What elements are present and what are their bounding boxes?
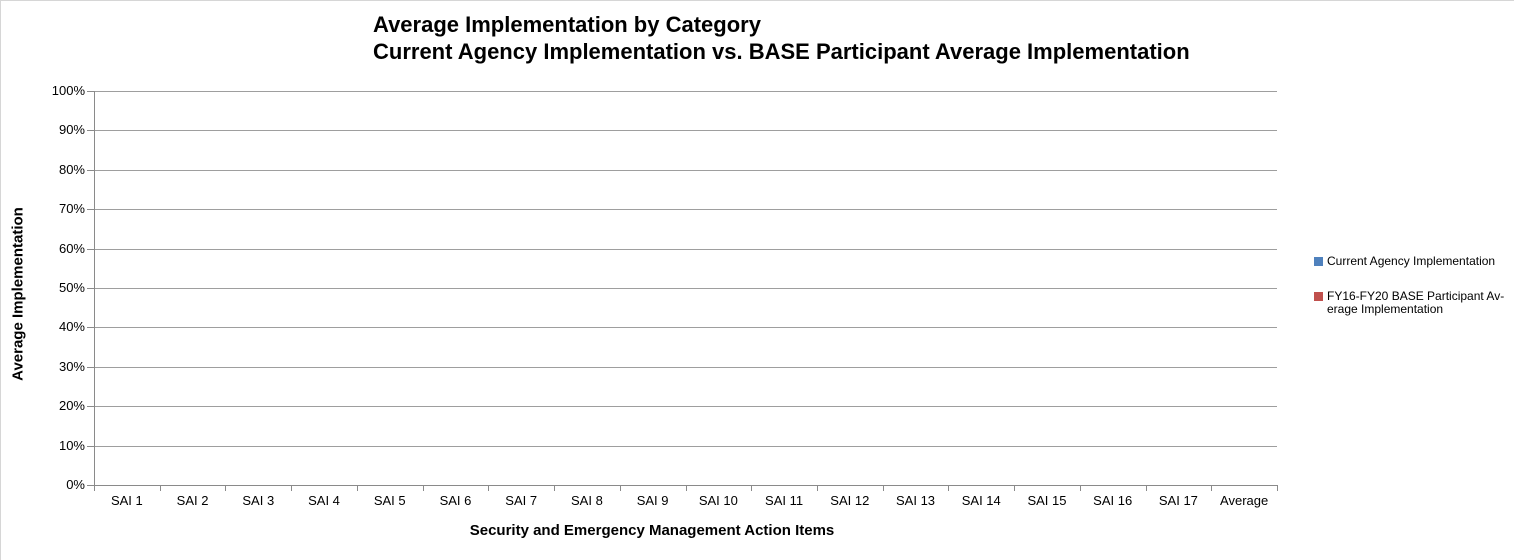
x-tick	[1211, 485, 1213, 491]
gridline	[94, 130, 1277, 132]
y-tick-label: 100%	[51, 83, 85, 98]
y-tick	[87, 366, 94, 368]
legend-label-line: Current Agency Implementation	[1327, 254, 1496, 268]
x-tick	[882, 485, 884, 491]
y-tick-label: 90%	[58, 122, 85, 138]
y-tick	[87, 445, 94, 447]
x-tick	[685, 485, 687, 491]
x-category-label: SAI 4	[308, 493, 340, 508]
x-tick	[94, 485, 95, 491]
y-tick	[87, 406, 94, 408]
x-category-label: SAI 13	[896, 493, 936, 508]
gridline	[94, 248, 1277, 250]
legend-label-line: erage Implementation	[1327, 302, 1444, 316]
y-tick	[87, 91, 94, 92]
chart-title: Average Implementation by Category Curre…	[373, 11, 1190, 65]
x-category-label: SAI 2	[176, 493, 209, 508]
x-tick	[1277, 485, 1278, 491]
legend-swatch-icon	[1314, 257, 1323, 266]
x-category-label: SAI 14	[961, 493, 1001, 508]
y-tick-label: 20%	[58, 398, 85, 414]
legend-item: FY16-FY20 BASE Participant Av-erage Impl…	[1314, 290, 1509, 316]
x-category-label: SAI 1	[110, 493, 143, 508]
gridline	[94, 288, 1277, 289]
y-axis-line	[94, 91, 95, 490]
x-tick	[816, 485, 818, 491]
gridline	[94, 366, 1277, 368]
gridline	[94, 445, 1277, 447]
legend-item-label: FY16-FY20 BASE Participant Av-erage Impl…	[1327, 290, 1504, 316]
gridline	[94, 406, 1277, 408]
legend-item-label: Current Agency Implementation	[1327, 255, 1495, 268]
x-category-label: SAI 16	[1093, 493, 1133, 508]
gridline	[94, 169, 1277, 171]
legend-swatch-icon	[1314, 292, 1323, 301]
x-category-label: SAI 3	[242, 493, 275, 508]
x-category-label: SAI 12	[830, 493, 870, 508]
chart-title-line1: Average Implementation by Category	[373, 12, 761, 37]
y-tick-label: 60%	[58, 240, 85, 256]
x-tick	[619, 485, 621, 491]
x-tick	[422, 485, 424, 491]
y-tick	[87, 485, 94, 486]
y-tick-label: 0%	[66, 477, 85, 492]
y-tick	[87, 209, 94, 211]
x-tick	[948, 485, 950, 491]
x-tick	[1145, 485, 1147, 491]
y-tick	[87, 169, 94, 171]
plot-area	[94, 91, 1277, 485]
x-tick	[554, 485, 556, 491]
x-category-label: SAI 10	[698, 493, 738, 508]
y-tick-label: 40%	[58, 319, 85, 335]
legend: Current Agency Implementation FY16-FY20 B…	[1314, 255, 1509, 316]
x-tick	[488, 485, 490, 491]
x-tick	[751, 485, 753, 491]
y-tick	[87, 248, 94, 250]
gridline	[94, 327, 1277, 329]
x-category-label: SAI 5	[373, 493, 406, 508]
y-tick	[87, 130, 94, 132]
chart-title-line2: Current Agency Implementation vs. BASE P…	[373, 39, 1190, 64]
x-category-label: SAI 11	[765, 493, 804, 508]
x-tick	[159, 485, 161, 491]
x-category-label: SAI 8	[571, 493, 603, 508]
x-category-label: SAI 7	[505, 493, 538, 508]
x-tick	[1014, 485, 1016, 491]
legend-item: Current Agency Implementation	[1314, 255, 1509, 268]
legend-label-line: FY16-FY20 BASE Participant Av-	[1327, 289, 1505, 303]
x-axis-title: Security and Emergency Management Action…	[469, 522, 835, 539]
x-tick	[291, 485, 293, 491]
x-tick	[356, 485, 358, 491]
x-tick	[1079, 485, 1081, 491]
x-category-label: SAI 9	[636, 493, 669, 508]
y-tick-label: 30%	[58, 358, 85, 374]
y-tick-label: 80%	[58, 161, 85, 177]
x-category-label: SAI 17	[1158, 493, 1198, 508]
gridline	[94, 209, 1277, 211]
gridline	[94, 91, 1277, 92]
x-category-label: SAI 15	[1027, 493, 1067, 508]
x-category-label: Average	[1220, 493, 1269, 508]
y-tick	[87, 327, 94, 329]
y-tick	[87, 288, 94, 289]
y-tick-label: 70%	[58, 201, 85, 217]
y-tick-label: 10%	[58, 437, 85, 453]
y-tick-label: 50%	[58, 280, 85, 295]
x-tick	[225, 485, 227, 491]
x-category-label: SAI 6	[439, 493, 472, 508]
